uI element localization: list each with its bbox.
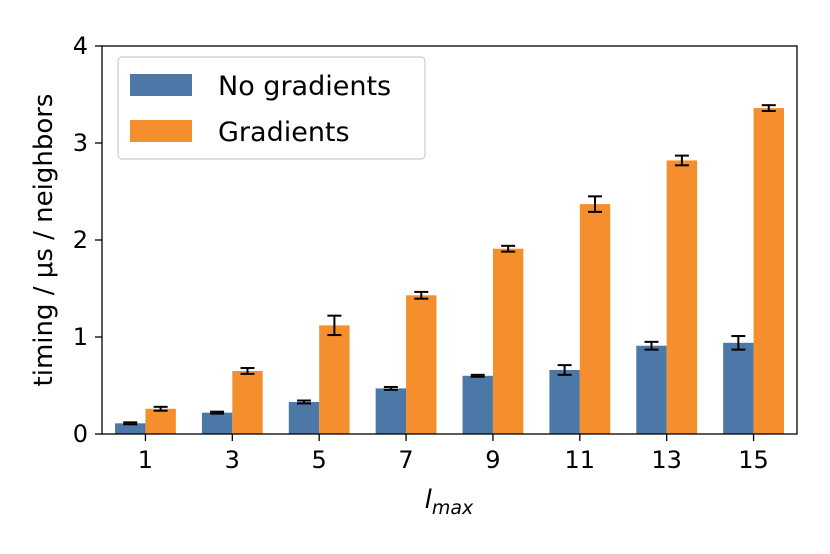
bar-no-gradients-5 xyxy=(288,401,320,434)
y-axis-label: timing / μs / neighbors xyxy=(29,94,59,387)
x-tick-label-1: 1 xyxy=(138,446,153,474)
errorbar-gradients-15 xyxy=(761,104,776,112)
bar-no-gradients-11 xyxy=(549,369,580,434)
bar-gradients-7 xyxy=(406,295,437,434)
y-tick-label-3: 3 xyxy=(73,129,88,157)
x-tick-label-9: 9 xyxy=(485,446,500,474)
bar-no-gradients-9 xyxy=(462,375,493,434)
errorbar-gradients-7 xyxy=(414,290,429,300)
legend-swatch-no-gradients xyxy=(130,74,192,96)
y-axis: 0 1 2 3 4 xyxy=(73,32,102,448)
bar-gradients-1 xyxy=(145,408,176,434)
errorbar-gradients-9 xyxy=(501,244,516,253)
bar-no-gradients-15 xyxy=(723,342,754,434)
bars-layer xyxy=(115,108,784,434)
errorbar-gradients-3 xyxy=(240,367,255,375)
bar-no-gradients-7 xyxy=(375,388,407,434)
errorbars-layer xyxy=(123,104,776,426)
x-tick-label-3: 3 xyxy=(225,446,240,474)
legend-swatch-gradients xyxy=(130,120,192,142)
errorbar-no-gradients-1 xyxy=(123,421,138,426)
bar-gradients-5 xyxy=(319,325,350,434)
legend-label-gradients: Gradients xyxy=(218,117,350,148)
x-tick-label-15: 15 xyxy=(738,446,769,474)
errorbar-no-gradients-3 xyxy=(210,410,225,415)
x-tick-label-5: 5 xyxy=(312,446,327,474)
errorbar-no-gradients-5 xyxy=(296,399,311,405)
errorbar-no-gradients-11 xyxy=(557,364,572,376)
bar-no-gradients-3 xyxy=(201,412,233,434)
errorbar-gradients-1 xyxy=(153,405,168,412)
x-axis: 1 3 5 7 9 11 13 15 xyxy=(138,434,769,474)
bar-gradients-13 xyxy=(666,160,698,434)
x-axis-label-subscript: max xyxy=(432,497,474,519)
errorbar-no-gradients-15 xyxy=(731,335,746,351)
bar-gradients-15 xyxy=(753,108,784,434)
bar-gradients-9 xyxy=(492,248,524,434)
legend-label-no-gradients: No gradients xyxy=(218,71,391,102)
legend-frame xyxy=(117,56,426,160)
legend: No gradients Gradients xyxy=(117,56,426,160)
y-tick-label-0: 0 xyxy=(73,420,88,448)
errorbar-gradients-5 xyxy=(327,314,342,337)
x-tick-label-7: 7 xyxy=(398,446,413,474)
errorbar-gradients-11 xyxy=(588,195,603,213)
y-tick-label-4: 4 xyxy=(73,32,88,60)
errorbar-no-gradients-13 xyxy=(644,340,659,351)
x-tick-label-11: 11 xyxy=(565,446,596,474)
x-axis-label: lmax xyxy=(425,485,474,519)
bar-no-gradients-1 xyxy=(115,423,146,434)
y-tick-label-2: 2 xyxy=(73,226,88,254)
errorbar-no-gradients-9 xyxy=(470,373,485,378)
errorbar-no-gradients-7 xyxy=(383,385,398,391)
bar-no-gradients-13 xyxy=(636,345,667,434)
x-axis-label-base: l xyxy=(425,485,433,515)
errorbar-gradients-13 xyxy=(674,154,689,167)
y-tick-label-1: 1 xyxy=(73,323,88,351)
bar-gradients-3 xyxy=(232,370,263,434)
bar-gradients-11 xyxy=(579,204,611,434)
x-tick-label-13: 13 xyxy=(651,446,682,474)
